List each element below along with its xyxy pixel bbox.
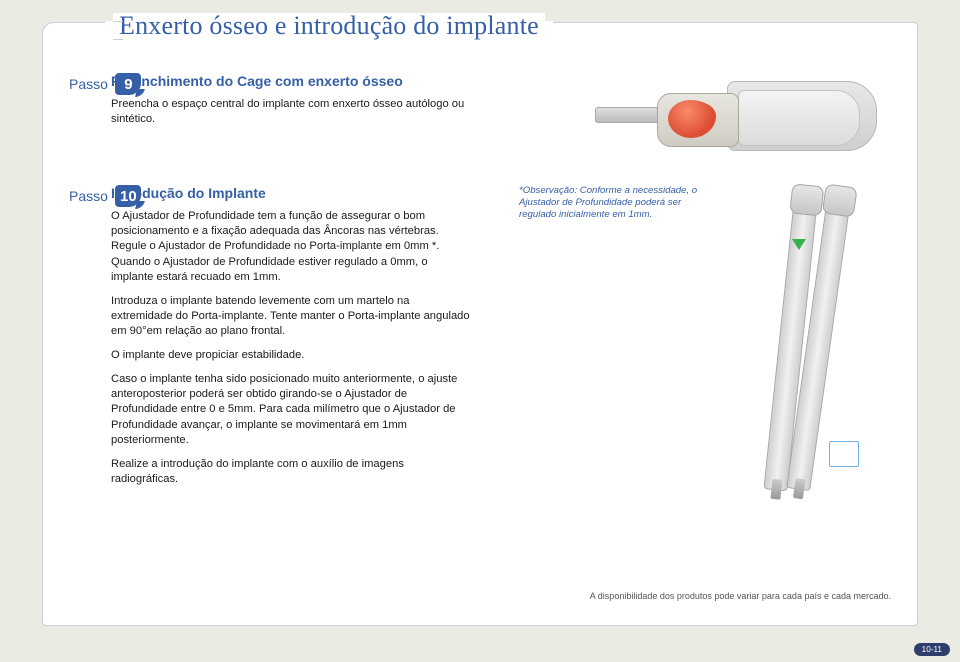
page-title: Enxerto ósseo e introdução do implante bbox=[113, 13, 545, 39]
highlight-box-icon bbox=[829, 441, 859, 467]
paragraph: Preencha o espaço central do implante co… bbox=[111, 97, 471, 127]
paragraph: O Ajustador de Profundidade tem a função… bbox=[111, 209, 471, 285]
section-body: O Ajustador de Profundidade tem a função… bbox=[111, 209, 471, 487]
figure-column: *Observação: Conforme a necessidade, o A… bbox=[519, 185, 889, 496]
paragraph: Caso o implante tenha sido posicionado m… bbox=[111, 372, 471, 448]
instrument-cap-icon bbox=[789, 184, 824, 217]
two-column-layout: Introdução do Implante O Ajustador de Pr… bbox=[111, 185, 889, 496]
figure-instruments bbox=[679, 185, 879, 515]
instrument-cap-icon bbox=[822, 184, 858, 218]
instrument-tip-icon bbox=[793, 478, 806, 499]
section-body: Preencha o espaço central do implante co… bbox=[111, 97, 471, 127]
text-column: Introdução do Implante O Ajustador de Pr… bbox=[111, 185, 491, 496]
step-word: Passo bbox=[69, 76, 108, 92]
step-word: Passo bbox=[69, 188, 108, 204]
arrow-down-icon bbox=[792, 239, 806, 250]
paragraph: O implante deve propiciar estabilidade. bbox=[111, 348, 471, 363]
section-heading: Preenchimento do Cage com enxerto ósseo bbox=[111, 73, 889, 89]
instrument-tip-icon bbox=[770, 479, 782, 500]
section-step-9: Passo 9 Preenchimento do Cage com enxert… bbox=[111, 73, 889, 127]
section-step-10: Passo 10 Introdução do Implante O Ajusta… bbox=[111, 185, 889, 496]
step-label-9: Passo 9 bbox=[69, 73, 157, 95]
section-heading: Introdução do Implante bbox=[111, 185, 491, 201]
paragraph: Introduza o implante batendo levemente c… bbox=[111, 294, 471, 339]
page-number-badge: 10-11 bbox=[914, 643, 950, 656]
step-number-badge: 10 bbox=[115, 185, 141, 207]
page-card: Enxerto ósseo e introdução do implante P… bbox=[42, 22, 918, 626]
footer-availability-note: A disponibilidade dos produtos pode vari… bbox=[590, 591, 891, 601]
paragraph: Realize a introdução do implante com o a… bbox=[111, 457, 471, 487]
step-label-10: Passo 10 bbox=[69, 185, 157, 207]
title-frame: Enxerto ósseo e introdução do implante bbox=[105, 21, 553, 45]
step-number-badge: 9 bbox=[115, 73, 141, 95]
